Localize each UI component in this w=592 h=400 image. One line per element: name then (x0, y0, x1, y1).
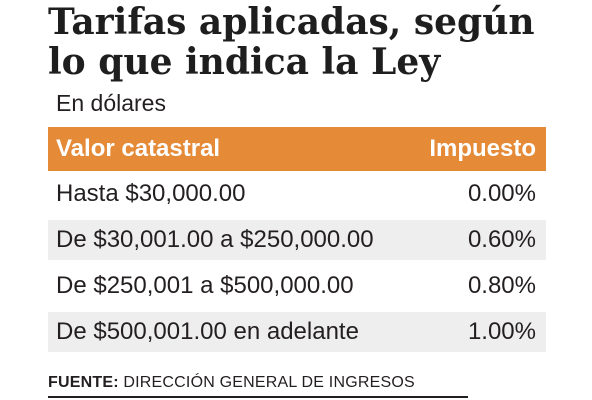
rates-table: Valor catastral Impuesto Hasta $30,000.0… (48, 127, 546, 352)
column-header-impuesto: Impuesto (429, 135, 536, 162)
cell-impuesto: 1.00% (467, 318, 536, 345)
table-row: De $500,001.00 en adelante 1.00% (48, 312, 546, 352)
source-text: DIRECCIÓN GENERAL DE INGRESOS (123, 374, 415, 391)
table-row: Hasta $30,000.00 0.00% (48, 174, 546, 214)
chart-title: Tarifas aplicadas, según lo que indica l… (48, 1, 535, 83)
cell-impuesto: 0.00% (467, 180, 536, 207)
cell-valor-catastral: Hasta $30,000.00 (56, 180, 246, 207)
table-header: Valor catastral Impuesto (48, 127, 546, 171)
cell-valor-catastral: De $500,001.00 en adelante (56, 318, 359, 345)
cell-impuesto: 0.80% (467, 272, 536, 299)
table-row: De $250,001 a $500,000.00 0.80% (48, 266, 546, 306)
table-row: De $30,001.00 a $250,000.00 0.60% (48, 220, 546, 260)
column-header-valor-catastral: Valor catastral (56, 135, 221, 162)
cell-valor-catastral: De $250,001 a $500,000.00 (56, 272, 354, 299)
source-label: FUENTE: (48, 374, 119, 391)
source-note: FUENTE: DIRECCIÓN GENERAL DE INGRESOS (48, 373, 415, 393)
cell-valor-catastral: De $30,001.00 a $250,000.00 (56, 226, 374, 253)
chart-subtitle: En dólares (56, 90, 166, 116)
source-underline (48, 396, 468, 398)
cell-impuesto: 0.60% (467, 226, 536, 253)
